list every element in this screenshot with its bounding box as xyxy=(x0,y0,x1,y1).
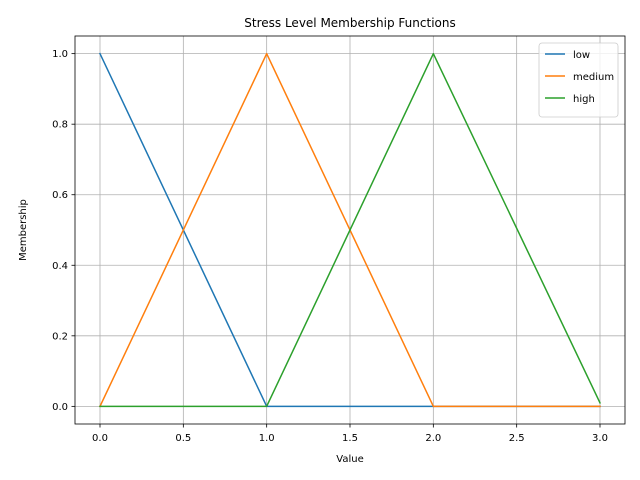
x-tick-label: 3.0 xyxy=(592,433,608,444)
series-line-high xyxy=(99,52,601,408)
x-tick-label: 0.0 xyxy=(92,433,108,444)
legend-label-low: low xyxy=(573,50,590,61)
chart-title: Stress Level Membership Functions xyxy=(244,16,455,30)
legend-label-medium: medium xyxy=(573,72,614,83)
y-tick-label: 0.8 xyxy=(52,120,68,131)
y-axis-label: Membership xyxy=(18,199,29,261)
series-lines xyxy=(99,52,601,408)
y-tick-label: 0.0 xyxy=(52,402,68,413)
axis-ticks: 0.0 0.5 1.0 1.5 2.0 2.5 3.0 0.0 0.2 0.4 0.6 0.8 1.0 xyxy=(52,49,608,444)
x-tick-label: 1.5 xyxy=(342,433,358,444)
legend: low medium high xyxy=(538,42,619,118)
y-tick-label: 0.6 xyxy=(52,190,68,201)
y-tick-label: 0.2 xyxy=(52,331,68,342)
x-axis-label: Value xyxy=(336,454,363,465)
x-tick-label: 1.0 xyxy=(259,433,275,444)
x-tick-label: 2.5 xyxy=(509,433,525,444)
x-tick-label: 2.0 xyxy=(425,433,441,444)
y-tick-label: 0.4 xyxy=(52,261,68,272)
legend-label-high: high xyxy=(573,94,595,105)
y-tick-label: 1.0 xyxy=(52,49,68,60)
x-tick-label: 0.5 xyxy=(175,433,191,444)
